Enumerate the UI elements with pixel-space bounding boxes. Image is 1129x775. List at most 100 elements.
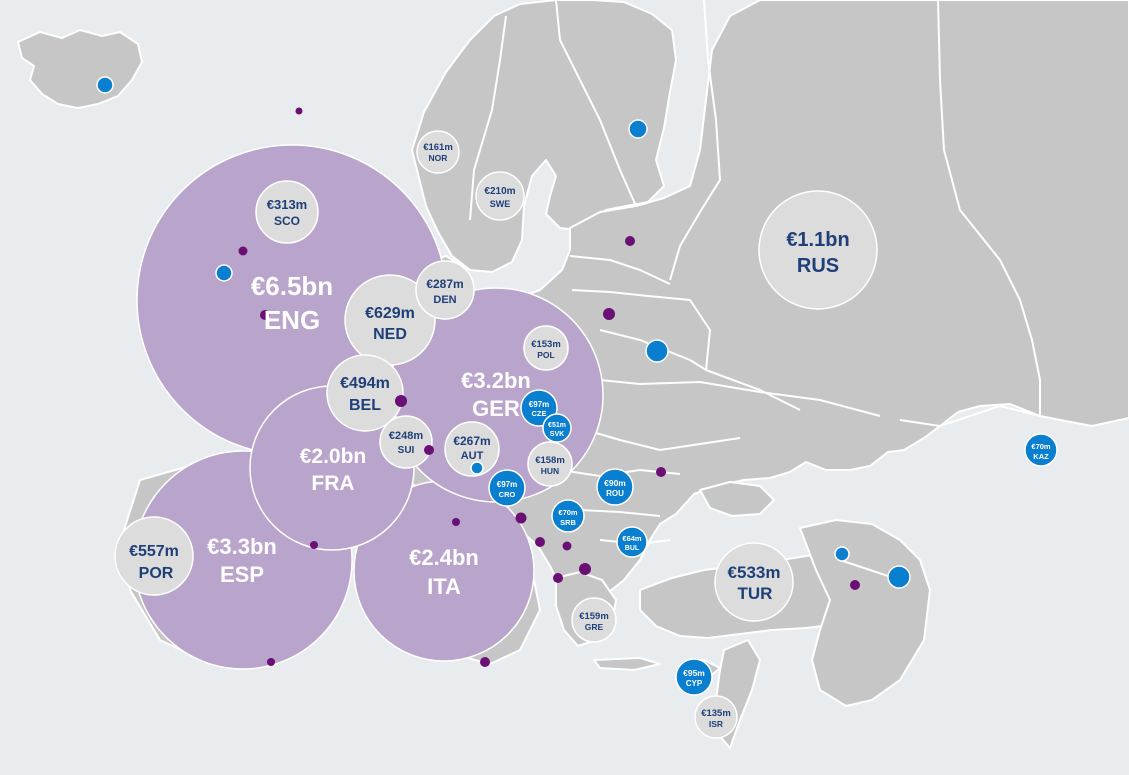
dot-purple xyxy=(295,107,303,115)
label-bel-value: €494m xyxy=(340,375,390,392)
bubble-sui xyxy=(379,415,433,469)
label-svk-value: €51m xyxy=(548,422,566,429)
bubble-svk xyxy=(542,413,572,443)
label-kaz-code: KAZ xyxy=(1033,452,1049,461)
dot-blue xyxy=(645,339,669,363)
label-gre-code: GRE xyxy=(585,622,604,632)
label-cyp-code: CYP xyxy=(686,679,703,688)
label-cze-value: €97m xyxy=(529,400,549,409)
location-dots xyxy=(96,76,911,667)
bubble-hun xyxy=(527,441,573,487)
label-pol-code: POL xyxy=(537,350,554,360)
label-cro-value: €97m xyxy=(497,480,517,489)
label-esp-code: ESP xyxy=(220,562,264,587)
bubble-tur xyxy=(714,542,794,622)
dot-purple xyxy=(515,512,527,524)
label-ger-code: GER xyxy=(472,396,520,421)
dot-blue xyxy=(834,546,850,562)
label-hun-code: HUN xyxy=(541,466,559,476)
label-esp-value: €3.3bn xyxy=(207,534,277,559)
dot-purple xyxy=(395,395,407,407)
label-eng-value: €6.5bn xyxy=(251,271,333,301)
label-tur-code: TUR xyxy=(738,584,773,603)
dot-purple xyxy=(850,580,860,590)
bubble-swe xyxy=(475,171,525,221)
bubble-por xyxy=(114,516,194,596)
label-gre-value: €159m xyxy=(579,611,609,622)
bubble-srb xyxy=(551,499,585,533)
dot-blue xyxy=(215,264,233,282)
bubble-cro xyxy=(488,469,526,507)
label-isr-value: €135m xyxy=(701,708,731,719)
dot-blue xyxy=(470,461,484,475)
label-isr-code: ISR xyxy=(709,719,723,729)
dot-purple xyxy=(260,310,270,320)
label-cro-code: CRO xyxy=(499,490,516,499)
label-rou-code: ROU xyxy=(606,489,624,498)
label-por-code: POR xyxy=(139,565,174,582)
label-nor-value: €161m xyxy=(423,142,453,153)
bubble-nor xyxy=(416,130,460,174)
dot-purple xyxy=(553,573,563,583)
bubble-bul xyxy=(616,526,648,558)
dot-blue xyxy=(628,119,648,139)
label-srb-code: SRB xyxy=(560,518,576,527)
label-ita-value: €2.4bn xyxy=(409,545,479,570)
dot-blue xyxy=(96,76,114,94)
label-swe-value: €210m xyxy=(484,186,515,197)
label-fra-code: FRA xyxy=(311,472,354,495)
label-bel-code: BEL xyxy=(349,397,381,414)
label-hun-value: €158m xyxy=(535,455,565,466)
label-aut-value: €267m xyxy=(453,434,490,448)
label-rou-value: €90m xyxy=(604,478,626,488)
label-kaz-value: €70m xyxy=(1031,442,1051,451)
label-sco-code: SCO xyxy=(274,214,300,228)
label-aut-code: AUT xyxy=(461,450,484,462)
label-tur-value: €533m xyxy=(728,563,781,582)
bubble-den xyxy=(415,260,475,320)
label-cze-code: CZE xyxy=(532,409,547,418)
bubble-kaz xyxy=(1024,433,1058,467)
label-eng-code: ENG xyxy=(264,305,320,335)
revenue-bubbles xyxy=(114,130,1058,739)
land-crete xyxy=(593,657,661,671)
label-srb-value: €70m xyxy=(558,508,578,517)
label-sco-value: €313m xyxy=(267,197,307,212)
bubble-bel xyxy=(326,354,404,432)
label-nor-code: NOR xyxy=(429,153,448,163)
dot-purple xyxy=(579,563,591,575)
bubble-rus xyxy=(758,190,878,310)
dot-blue xyxy=(887,565,911,589)
dot-purple xyxy=(267,658,275,666)
label-fra-value: €2.0bn xyxy=(300,445,367,468)
label-pol-value: €153m xyxy=(531,339,561,350)
label-cyp-value: €95m xyxy=(683,668,705,678)
bubble-labels: €6.5bn ENG €3.3bn ESP €3.2bn GER €2.4bn … xyxy=(129,142,1051,729)
bubble-rou xyxy=(596,468,634,506)
dot-purple xyxy=(603,308,615,320)
label-ned-code: NED xyxy=(373,326,407,343)
bubble-gre xyxy=(571,597,617,643)
label-rus-code: RUS xyxy=(797,255,839,277)
bubble-aut xyxy=(444,421,500,477)
label-swe-code: SWE xyxy=(490,199,511,209)
label-bul-value: €64m xyxy=(622,534,642,543)
dot-purple xyxy=(424,445,434,455)
label-sui-value: €248m xyxy=(389,430,423,442)
label-rus-value: €1.1bn xyxy=(786,229,849,251)
dot-purple xyxy=(452,518,460,526)
land-crimea xyxy=(699,481,775,517)
label-ger-value: €3.2bn xyxy=(461,368,531,393)
label-por-value: €557m xyxy=(129,543,179,560)
bubble-isr xyxy=(694,695,738,739)
label-den-value: €287m xyxy=(426,277,463,291)
dot-purple xyxy=(310,541,318,549)
dot-purple xyxy=(238,246,248,256)
dot-purple xyxy=(656,467,666,477)
dot-purple xyxy=(535,537,545,547)
label-bul-code: BUL xyxy=(625,545,640,552)
label-ita-code: ITA xyxy=(427,574,461,599)
bubble-cyp xyxy=(675,658,713,696)
dot-purple xyxy=(625,236,635,246)
